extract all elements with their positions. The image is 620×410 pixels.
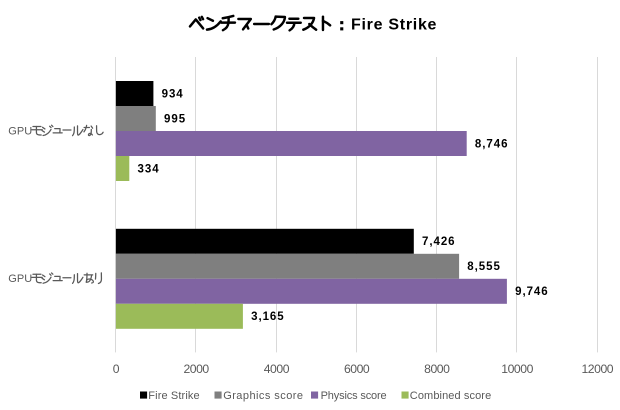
svg-text:Graphics score: Graphics score [223, 390, 303, 402]
svg-text:3,165: 3,165 [251, 311, 285, 323]
svg-text:995: 995 [164, 113, 186, 125]
svg-text:8000: 8000 [424, 362, 450, 376]
svg-text:GPU: GPU [8, 273, 32, 285]
svg-text:4000: 4000 [264, 362, 290, 376]
svg-text:2000: 2000 [183, 362, 209, 376]
svg-text:8,746: 8,746 [475, 138, 509, 150]
svg-text:934: 934 [162, 88, 184, 100]
svg-text:10000: 10000 [501, 362, 533, 376]
svg-text:12000: 12000 [581, 362, 613, 376]
svg-text:9,746: 9,746 [515, 286, 549, 298]
svg-text:Fire Strike: Fire Strike [351, 17, 437, 34]
svg-text:Combined score: Combined score [410, 390, 492, 402]
svg-text:GPU: GPU [8, 126, 32, 138]
svg-text:8,555: 8,555 [467, 261, 501, 273]
svg-text:0: 0 [113, 362, 120, 376]
svg-text:Physics score: Physics score [321, 390, 387, 402]
svg-text:334: 334 [138, 163, 160, 175]
svg-text:Fire Strike: Fire Strike [148, 390, 199, 402]
svg-text:7,426: 7,426 [422, 236, 456, 248]
svg-text:6000: 6000 [344, 362, 370, 376]
